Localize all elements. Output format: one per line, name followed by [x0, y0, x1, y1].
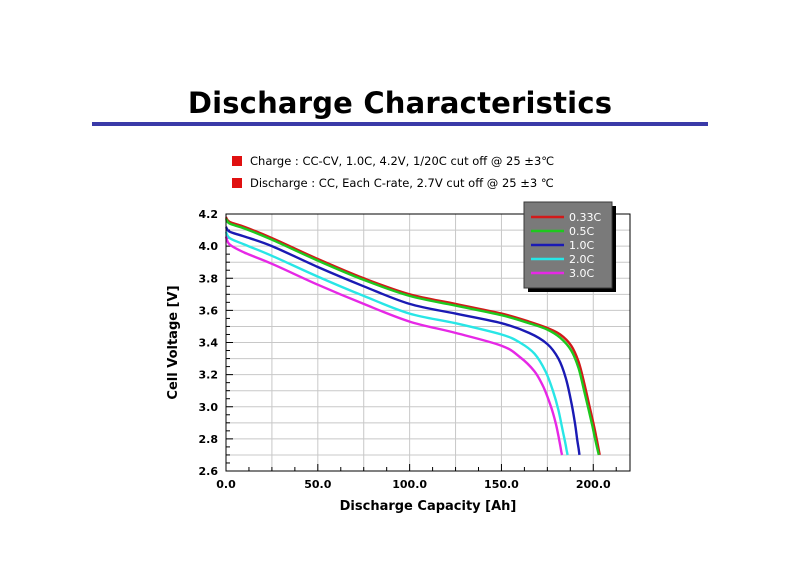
tick-labels: 0.0 50.0 100.0 150.0 200.0 2.6 2.8 3.0 3.2 3.4 3.6…	[199, 208, 612, 491]
x-tick-label: 50.0	[304, 478, 331, 491]
charge-condition-text: Charge : CC-CV, 1.0C, 4.2V, 1/20C cut of…	[250, 154, 555, 168]
y-tick-label: 3.8	[199, 272, 219, 285]
series-line-0-33c	[224, 216, 601, 456]
discharge-condition-note: Discharge : CC, Each C-rate, 2.7V cut of…	[232, 176, 554, 190]
x-tick-label: 0.0	[216, 478, 236, 491]
title-divider	[92, 122, 708, 126]
y-tick-label: 3.4	[199, 337, 219, 350]
charge-condition-note: Charge : CC-CV, 1.0C, 4.2V, 1/20C cut of…	[232, 154, 554, 168]
curves	[224, 216, 601, 456]
series-line-3-0c	[224, 235, 564, 456]
x-tick-label: 100.0	[392, 478, 427, 491]
series-line-0-5c	[224, 218, 600, 456]
y-tick-label: 3.0	[199, 401, 219, 414]
series-line-1-0c	[224, 226, 581, 456]
legend-label: 0.33C	[569, 211, 601, 224]
discharge-condition-text: Discharge : CC, Each C-rate, 2.7V cut of…	[250, 176, 554, 190]
y-tick-label: 2.6	[199, 465, 219, 478]
legend-label: 0.5C	[569, 225, 594, 238]
x-tick-label: 150.0	[484, 478, 519, 491]
plot-frame	[225, 213, 631, 472]
x-axis-title: Discharge Capacity [Ah]	[340, 499, 517, 514]
y-tick-label: 4.2	[199, 208, 219, 221]
bullet-square-icon	[232, 156, 242, 166]
bullet-square-icon	[232, 178, 242, 188]
y-tick-label: 3.6	[199, 304, 219, 317]
y-tick-label: 2.8	[199, 433, 219, 446]
legend-label: 3.0C	[569, 267, 594, 280]
page-title: Discharge Characteristics	[187, 86, 613, 120]
series-line-2-0c	[224, 231, 569, 456]
y-tick-label: 4.0	[199, 240, 219, 253]
y-axis-title: Cell Voltage [V]	[166, 285, 181, 399]
legend-label: 2.0C	[569, 253, 594, 266]
legend-label: 1.0C	[569, 239, 594, 252]
y-tick-label: 3.2	[199, 369, 219, 382]
grid	[226, 214, 630, 471]
x-tick-label: 200.0	[576, 478, 611, 491]
